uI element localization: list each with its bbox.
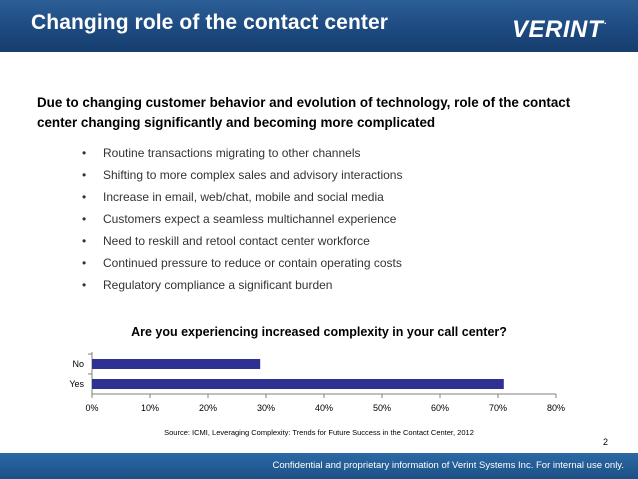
bullet-icon: • xyxy=(82,234,87,248)
x-tick-label: 30% xyxy=(257,403,275,413)
bullet-icon: • xyxy=(82,190,87,204)
y-tick-label: No xyxy=(72,359,84,369)
bar-no xyxy=(92,359,261,369)
bullet-text: Customers expect a seamless multichannel… xyxy=(103,212,397,226)
intro-text: Due to changing customer behavior and ev… xyxy=(37,95,571,130)
logo-text: VERINT xyxy=(512,16,604,43)
logo-mark: . xyxy=(604,16,608,26)
bullet-text: Regulatory compliance a significant burd… xyxy=(103,278,333,292)
bullet-icon: • xyxy=(82,278,87,292)
source-note: Source: ICMI, Leveraging Complexity: Tre… xyxy=(164,428,474,437)
confidentiality-notice: Confidential and proprietary information… xyxy=(272,460,625,471)
bullet-icon: • xyxy=(82,168,87,182)
bullet-text: Increase in email, web/chat, mobile and … xyxy=(103,190,384,204)
header-bar: Changing role of the contact center VERI… xyxy=(0,0,638,52)
bullet-icon: • xyxy=(82,256,87,270)
slide-title: Changing role of the contact center xyxy=(31,11,389,34)
x-tick-label: 10% xyxy=(141,403,159,413)
bullet-icon: • xyxy=(82,212,87,226)
bullet-icon: • xyxy=(82,146,87,160)
verint-logo: VERINT. xyxy=(512,16,607,44)
page-number: 2 xyxy=(602,437,608,447)
y-tick-label: Yes xyxy=(69,379,84,389)
x-tick-label: 40% xyxy=(315,403,333,413)
chart-title: Are you experiencing increased complexit… xyxy=(131,325,507,339)
footer-bar: Confidential and proprietary information… xyxy=(0,453,638,479)
bullet-text: Continued pressure to reduce or contain … xyxy=(103,256,402,270)
x-tick-label: 60% xyxy=(431,403,449,413)
x-tick-label: 50% xyxy=(373,403,391,413)
x-tick-label: 0% xyxy=(85,403,98,413)
bullet-text: Shifting to more complex sales and advis… xyxy=(103,168,403,182)
bullet-text: Routine transactions migrating to other … xyxy=(103,146,361,160)
x-tick-label: 80% xyxy=(547,403,565,413)
bar-yes xyxy=(92,379,504,389)
bullet-text: Need to reskill and retool contact cente… xyxy=(103,234,370,248)
x-tick-label: 20% xyxy=(199,403,217,413)
x-tick-label: 70% xyxy=(489,403,507,413)
complexity-bar-chart: 0% 10% 20% 30% 40% 50% 60% 70% 80% No Yes xyxy=(69,352,565,413)
